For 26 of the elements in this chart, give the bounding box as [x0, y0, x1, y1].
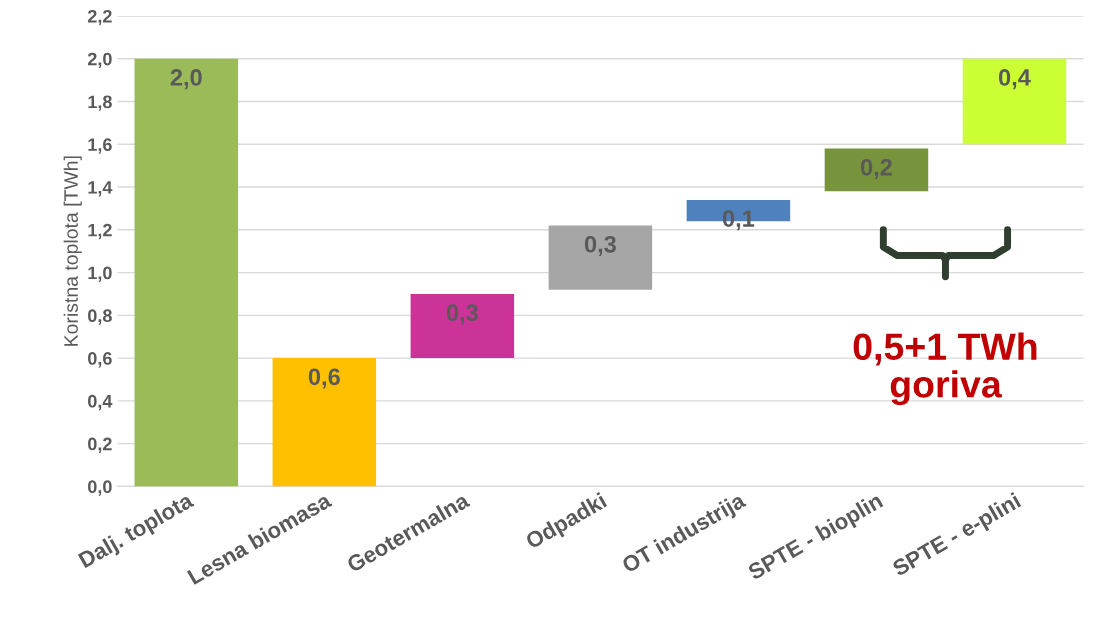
- y-tick-label: 0,6: [88, 352, 112, 368]
- annotation: 0,5+1 TWh goriva: [853, 332, 1037, 406]
- data-label: 0,6: [308, 368, 340, 389]
- y-tick-label: 0,0: [88, 480, 112, 496]
- y-tick-label: 0,4: [88, 394, 113, 411]
- y-tick-label: 1,6: [88, 138, 112, 154]
- data-label: 0,4: [999, 69, 1031, 90]
- data-label: 0,2: [860, 158, 892, 180]
- bar: [134, 58, 239, 487]
- bar: [410, 293, 515, 359]
- y-tick-label: 2,2: [87, 9, 112, 26]
- bar: [272, 358, 377, 487]
- y-tick-label: 0,8: [88, 309, 112, 325]
- y-tick-label: 0,2: [88, 437, 112, 453]
- y-tick-label: 1,2: [88, 223, 112, 240]
- y-axis-title: Koristna toplota [TWh]: [63, 156, 82, 346]
- bar: [962, 58, 1067, 145]
- y-tick-label: 1,0: [88, 266, 112, 282]
- data-label: 0,3: [584, 235, 616, 257]
- data-label: 2,0: [170, 69, 202, 90]
- bar: [548, 225, 653, 290]
- data-label: 0,3: [446, 304, 478, 325]
- y-tick-label: 1,8: [88, 95, 112, 111]
- bar: [824, 148, 929, 192]
- y-tick-label: 2,0: [87, 52, 112, 69]
- y-tick-label: 1,4: [88, 181, 113, 197]
